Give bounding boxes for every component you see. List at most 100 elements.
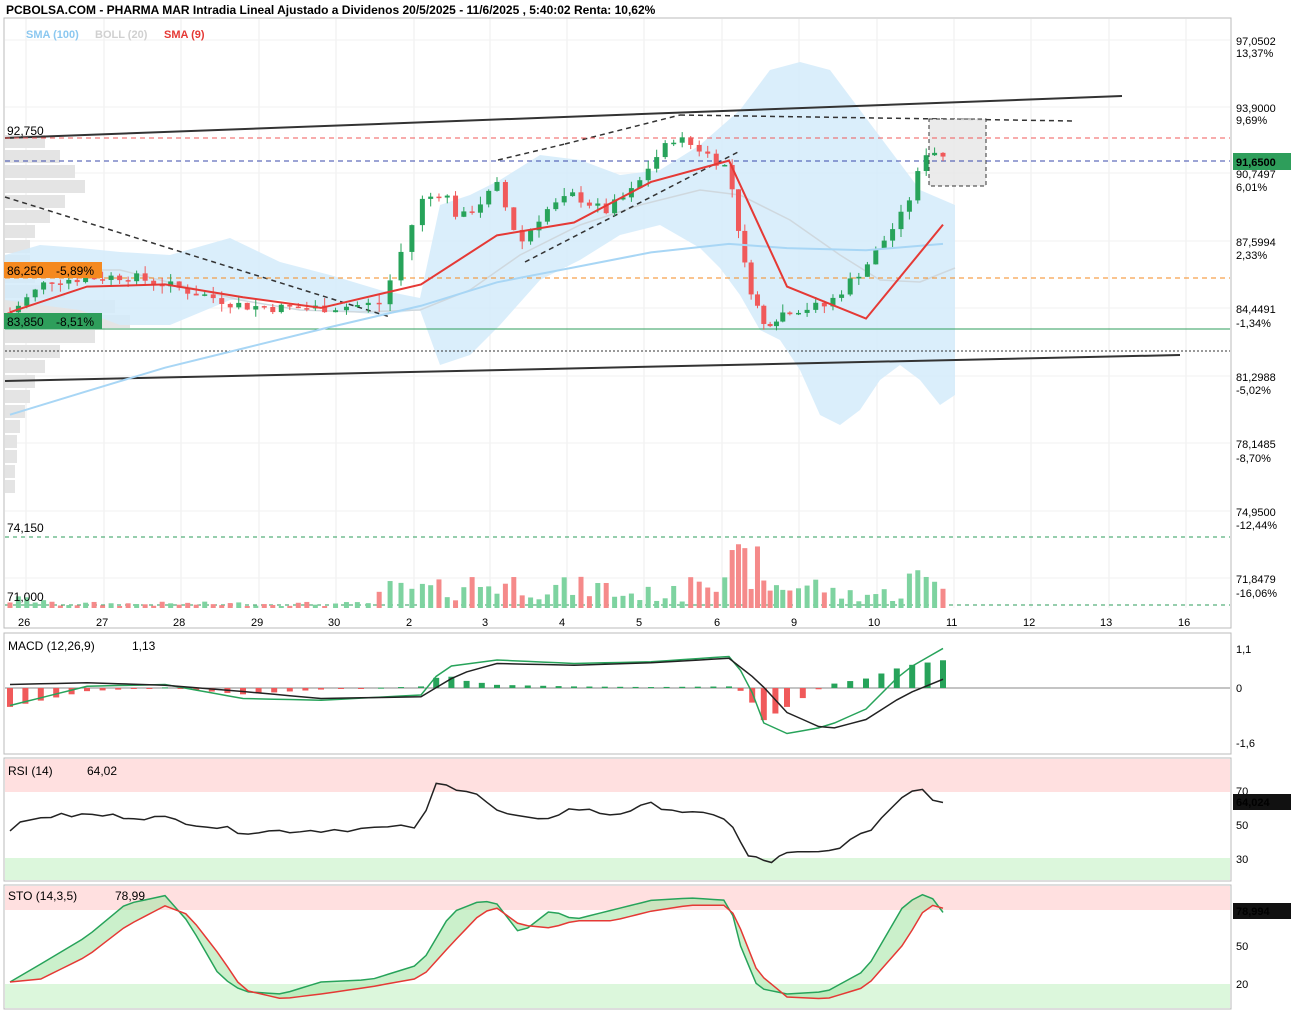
- candle-body: [453, 195, 459, 217]
- volume-bar: [735, 544, 741, 608]
- volume-bar: [662, 598, 668, 608]
- macd-hist-bar: [632, 686, 639, 688]
- macd-hist-bar: [208, 688, 215, 692]
- volume-bar: [486, 586, 492, 608]
- volume-bar: [813, 579, 819, 608]
- candle-body: [469, 211, 475, 213]
- candle-body: [227, 303, 233, 308]
- volume-bar: [637, 600, 643, 608]
- volume-bar: [227, 603, 233, 608]
- profile-bar: [5, 390, 30, 403]
- volume-bar: [856, 601, 862, 608]
- candle-body: [847, 278, 853, 295]
- candle-body: [570, 192, 576, 197]
- candle-body: [176, 281, 182, 288]
- sto-tick: 50: [1236, 941, 1248, 953]
- price-pct-label: -1,34%: [1236, 318, 1271, 330]
- volume-bar: [419, 583, 425, 608]
- candle-body: [578, 192, 584, 203]
- price-pct-label: 6,01%: [1236, 182, 1267, 194]
- macd-hist-bar: [22, 688, 29, 704]
- candle-body: [219, 298, 225, 304]
- volume-bar: [210, 604, 216, 608]
- macd-tick: 0: [1236, 683, 1242, 695]
- candle-body: [932, 152, 938, 156]
- bollinger-fill: [5, 62, 955, 425]
- price-pct-label: -8,70%: [1236, 453, 1271, 465]
- volume-bar: [444, 597, 450, 608]
- volume-bar: [295, 602, 301, 608]
- volume-bar: [561, 577, 567, 608]
- profile-bar: [5, 480, 15, 493]
- candle-body: [409, 225, 415, 252]
- candle-body: [376, 302, 382, 305]
- profile-bar: [5, 150, 60, 163]
- x-tick-label: 16: [1178, 617, 1190, 629]
- macd-hist-bar: [99, 688, 106, 691]
- macd-hist-bar: [878, 673, 885, 688]
- candle-body: [873, 249, 879, 265]
- candle-body: [117, 275, 123, 281]
- candle-body: [671, 142, 677, 145]
- candle-body: [620, 197, 626, 200]
- candle-body: [444, 195, 450, 198]
- sto-lines: [9, 893, 944, 1000]
- macd-hist-bar: [617, 686, 624, 688]
- macd-hist-bar: [694, 686, 701, 688]
- sto-label: STO (14,3,5): [8, 889, 77, 903]
- candle-body: [193, 293, 199, 296]
- macd-hist-bar: [760, 688, 767, 721]
- price-pct-label: -16,06%: [1236, 588, 1277, 600]
- candle-body: [761, 305, 767, 324]
- trendline-dashed: [497, 143, 566, 161]
- candle-body: [7, 312, 13, 314]
- macd-tick: -1,6: [1236, 738, 1255, 750]
- candle-body: [270, 307, 276, 313]
- volume-bar: [620, 595, 626, 608]
- volume-bar: [304, 601, 310, 608]
- volume-bar: [804, 585, 810, 608]
- volume-bar: [49, 601, 55, 608]
- volume-bar: [696, 581, 702, 608]
- candle-body: [536, 221, 542, 231]
- macd-hist-bar: [784, 688, 790, 707]
- macd-hist-bar: [7, 688, 13, 707]
- price-label: 90,7497: [1236, 169, 1276, 181]
- volume-bar: [244, 606, 250, 608]
- price-pct-label: 2,33%: [1236, 250, 1267, 262]
- x-tick-label: 30: [328, 617, 340, 629]
- volume-bar: [873, 594, 879, 608]
- candle-body: [528, 230, 534, 242]
- macd-hist-bar: [271, 688, 278, 693]
- volume-bar: [343, 602, 349, 608]
- volume-bar: [795, 588, 801, 608]
- macd-panel-frame: [3, 632, 1232, 755]
- volume-bar: [722, 577, 728, 608]
- sma9-line: [9, 159, 944, 320]
- level-green-pct: -8,51%: [56, 315, 94, 329]
- macd-hist-bar: [338, 688, 344, 689]
- volume-bar: [436, 579, 442, 608]
- rsi-oversold-band: [5, 858, 1230, 880]
- volume-bar: [742, 548, 748, 608]
- x-tick-label: 5: [636, 617, 642, 629]
- candle-body: [705, 151, 711, 154]
- candle-body: [839, 294, 845, 298]
- volume-bar: [671, 585, 677, 608]
- candle-body: [244, 302, 250, 310]
- profile-bar: [5, 360, 45, 373]
- candle-body: [722, 164, 728, 167]
- rsi-value: 64,02: [87, 764, 117, 778]
- sto-d-line: [9, 904, 944, 1000]
- macd-hist-bar: [286, 688, 293, 692]
- volume-bar: [940, 588, 946, 608]
- volume-bar: [787, 590, 793, 608]
- candle-body: [461, 211, 467, 217]
- candle-body: [322, 305, 328, 313]
- rsi-label: RSI (14): [8, 764, 53, 778]
- volume-bar: [767, 590, 773, 608]
- volume-bar: [32, 602, 38, 608]
- volume-bar: [176, 604, 182, 608]
- volume-bar: [821, 592, 827, 608]
- candle-body: [398, 251, 404, 281]
